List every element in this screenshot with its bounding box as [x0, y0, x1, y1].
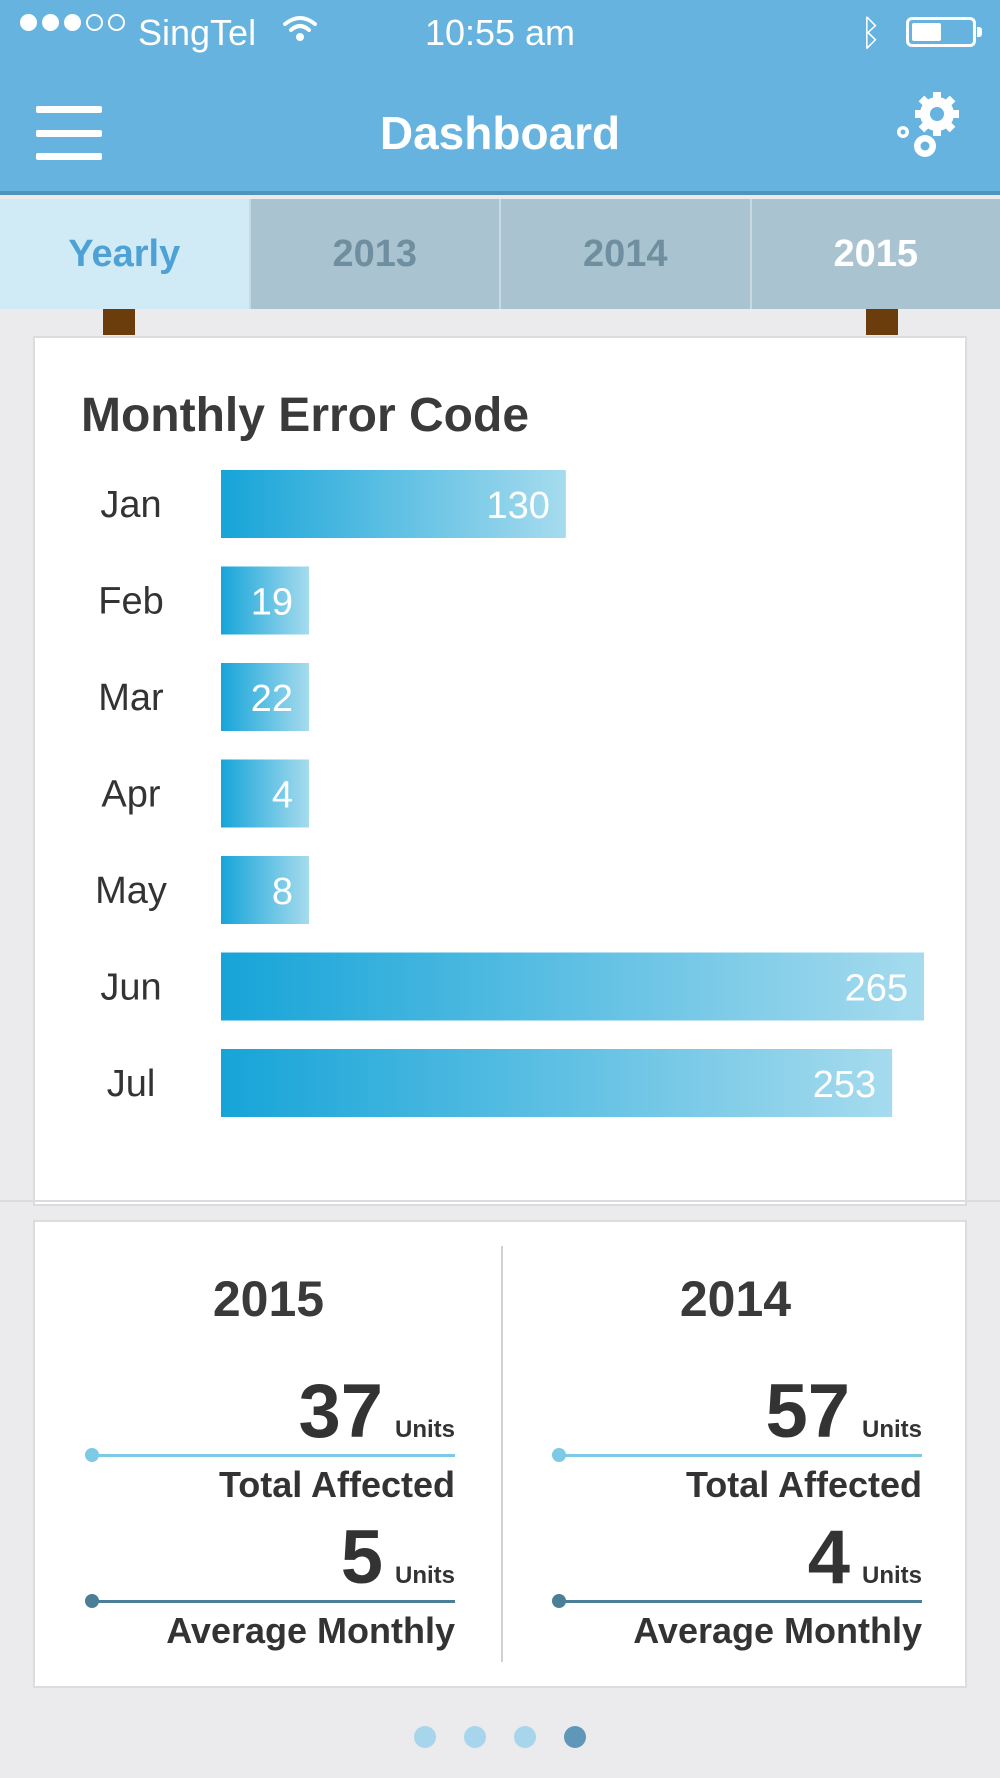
bar-value-label: 19: [251, 582, 293, 624]
bar[interactable]: [221, 1049, 893, 1117]
metric-rule: [564, 1600, 922, 1603]
average-monthly-label: Average Monthly: [633, 1610, 922, 1651]
signal-strength-icon: [20, 14, 125, 31]
bar-value-label: 4: [272, 775, 293, 817]
signal-dot: [108, 14, 125, 31]
tab-2013[interactable]: 2013: [248, 199, 500, 309]
signal-dot: [42, 14, 59, 31]
total-affected-label: Total Affected: [218, 1464, 455, 1505]
summary-year: 2015: [212, 1271, 325, 1327]
page-title: Dashboard: [379, 107, 621, 159]
app-header: SingTel 10:55 am ᛒ Dashboard: [0, 0, 1000, 195]
metric-rule: [97, 1600, 455, 1603]
battery-icon: [906, 17, 982, 47]
average-monthly-unit: Units: [862, 1562, 922, 1589]
chart-title: Monthly Error Code: [81, 389, 530, 442]
metric-dot: [85, 1448, 99, 1462]
average-monthly-value: 4: [807, 1515, 850, 1600]
metric-dot: [552, 1448, 566, 1462]
card-clip-left: [103, 309, 135, 335]
bar-value-label: 22: [251, 678, 293, 720]
total-affected-value: 57: [765, 1369, 850, 1454]
bar[interactable]: [221, 952, 924, 1021]
month-label: May: [95, 870, 167, 912]
month-label: Jun: [100, 967, 161, 1009]
summary-column-2014: 2014 57 Units Total Affected 4 Units Ave…: [502, 1222, 969, 1686]
total-affected-metric: 37 Units Total Affected: [85, 1369, 455, 1505]
total-affected-value: 37: [298, 1369, 383, 1454]
month-label: Jan: [100, 484, 161, 526]
column-divider: [501, 1246, 503, 1662]
average-monthly-unit: Units: [395, 1562, 455, 1589]
average-monthly-metric: 4 Units Average Monthly: [552, 1515, 922, 1651]
page-indicator: [0, 1726, 1000, 1748]
signal-dot: [64, 14, 81, 31]
wifi-icon: [283, 16, 317, 41]
average-monthly-label: Average Monthly: [166, 1610, 455, 1651]
page-dot[interactable]: [514, 1726, 536, 1748]
gears-icon[interactable]: [895, 90, 965, 170]
bar-value-label: 130: [486, 485, 549, 527]
average-monthly-metric: 5 Units Average Monthly: [85, 1515, 455, 1651]
metric-dot: [85, 1594, 99, 1608]
bluetooth-icon: ᛒ: [860, 12, 882, 53]
month-label: Jul: [107, 1063, 156, 1105]
total-affected-unit: Units: [395, 1416, 455, 1443]
carrier-name: SingTel: [138, 12, 257, 53]
month-label: Apr: [101, 774, 160, 816]
bar[interactable]: [221, 663, 309, 731]
summary-card: 2015 37 Units Total Affected 5 Units Ave…: [33, 1220, 967, 1688]
status-time: 10:55 am: [424, 12, 576, 53]
monthly-error-chart-card[interactable]: Jan 130 Feb 19 Mar 22 Apr 4 May 8 Jun 265 Jul 253 Mon…: [33, 336, 967, 1206]
total-affected-unit: Units: [862, 1416, 922, 1443]
tab-yearly[interactable]: Yearly: [0, 199, 249, 309]
bar[interactable]: [221, 759, 309, 828]
bar[interactable]: [221, 566, 309, 635]
bar-value-label: 8: [272, 871, 293, 913]
signal-dot: [86, 14, 103, 31]
summary-column-2015: 2015 37 Units Total Affected 5 Units Ave…: [35, 1222, 502, 1686]
card-clip-right: [866, 309, 898, 335]
bar-value-label: 253: [813, 1064, 876, 1106]
status-bar: SingTel 10:55 am ᛒ: [0, 0, 1000, 66]
total-affected-metric: 57 Units Total Affected: [552, 1369, 922, 1505]
summary-year: 2014: [679, 1271, 792, 1327]
year-tab-bar: Yearly 2013 2014 2015: [0, 199, 1000, 309]
scroll-fade: [35, 1134, 965, 1204]
hamburger-menu-icon[interactable]: [36, 106, 102, 160]
page-dot[interactable]: [414, 1726, 436, 1748]
tab-2015[interactable]: 2015: [749, 199, 1000, 309]
metric-rule: [564, 1454, 922, 1457]
metric-rule: [97, 1454, 455, 1457]
bar[interactable]: [221, 856, 309, 924]
tab-2014[interactable]: 2014: [499, 199, 750, 309]
month-label: Feb: [98, 581, 163, 623]
page-dot[interactable]: [464, 1726, 486, 1748]
metric-dot: [552, 1594, 566, 1608]
total-affected-label: Total Affected: [685, 1464, 922, 1505]
section-divider: [0, 1200, 1000, 1202]
bar-value-label: 265: [845, 968, 908, 1010]
bar-chart: Jan 130 Feb 19 Mar 22 Apr 4 May 8 Jun 265 Jul 253: [95, 470, 924, 1117]
month-label: Mar: [98, 677, 164, 719]
average-monthly-value: 5: [340, 1515, 383, 1600]
bar[interactable]: [221, 470, 566, 538]
signal-dot: [20, 14, 37, 31]
page-dot[interactable]: [564, 1726, 586, 1748]
